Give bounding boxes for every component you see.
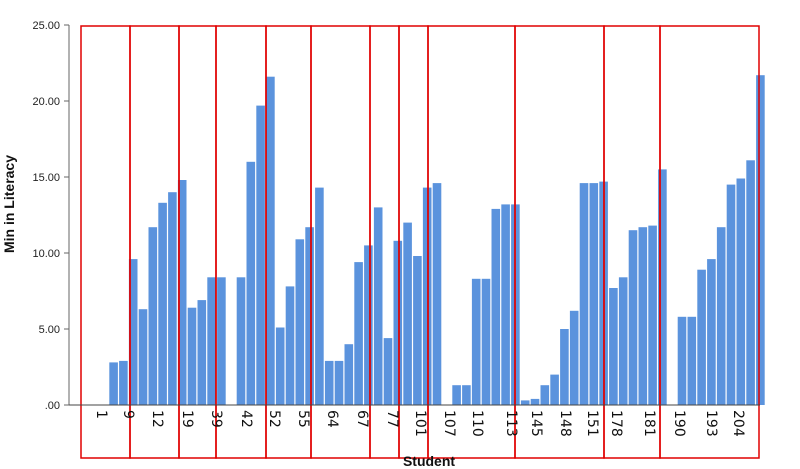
bar [334, 360, 344, 405]
bar [579, 183, 589, 405]
bar [628, 230, 638, 405]
y-axis: .00 5.00 10.00 15.00 20.00 25.00 [32, 20, 70, 412]
bar [569, 310, 579, 405]
bar [491, 208, 501, 405]
bar [697, 269, 706, 405]
bar [177, 180, 187, 405]
x-tick-label: 39 [208, 410, 224, 428]
group-boxes [80, 25, 760, 459]
x-tick-label: 193 [703, 410, 719, 437]
bar [256, 105, 265, 405]
group-box [659, 25, 760, 459]
bar [158, 202, 167, 405]
y-tick-label: 15.00 [32, 172, 60, 184]
bar [520, 400, 530, 405]
bar [315, 187, 324, 405]
bar [609, 288, 618, 405]
bar [471, 278, 481, 405]
y-axis-title: Min in Literacy [1, 155, 17, 253]
x-tick-label: 77 [384, 410, 400, 428]
bar [246, 161, 256, 405]
x-tick-label: 9 [120, 410, 136, 419]
bar [364, 245, 373, 405]
x-tick-label: 19 [179, 410, 195, 428]
bar [148, 227, 158, 405]
bar [589, 183, 599, 405]
bar [138, 309, 148, 405]
x-tick-label: 52 [266, 410, 282, 428]
y-tick-label: 10.00 [32, 248, 60, 260]
bar [422, 187, 432, 405]
y-tick-label: 5.00 [39, 324, 60, 336]
bar [687, 316, 697, 405]
bar [648, 225, 657, 405]
x-tick-label: 110 [469, 410, 485, 437]
bar [119, 360, 128, 405]
y-tick-label: 25.00 [32, 20, 60, 32]
bar [344, 344, 354, 405]
bar [462, 385, 471, 405]
x-tick-label: 148 [557, 410, 573, 437]
bar [726, 184, 736, 405]
x-tick-label: 204 [730, 410, 746, 437]
x-tick-label: 151 [584, 410, 600, 437]
bar [354, 262, 363, 405]
bar [187, 307, 197, 405]
bar [481, 278, 491, 405]
bar [501, 204, 510, 405]
bar [707, 259, 716, 405]
bar [305, 227, 314, 405]
bar [540, 385, 550, 405]
y-tick-label: 20.00 [32, 96, 60, 108]
bar [207, 277, 216, 405]
bar [452, 385, 461, 405]
bar [756, 75, 765, 405]
x-tick-label: 55 [295, 410, 311, 428]
bar [373, 207, 383, 405]
x-tick-label: 145 [528, 410, 544, 437]
bar [530, 398, 540, 405]
x-tick-label: 1 [93, 410, 109, 419]
bar [403, 222, 412, 405]
bar [413, 256, 422, 405]
bar [236, 277, 246, 405]
bar [295, 239, 305, 405]
bar [393, 240, 403, 405]
bar [677, 316, 687, 405]
x-tick-label: 64 [324, 410, 340, 428]
bar [736, 178, 746, 405]
bar [658, 169, 667, 405]
x-tick-label: 101 [412, 410, 428, 437]
bar [197, 300, 207, 405]
x-tick-label: 107 [441, 410, 457, 437]
bar [324, 360, 334, 405]
x-tick-label: 12 [149, 410, 165, 428]
x-axis-title: Student [403, 453, 455, 469]
bar [716, 227, 726, 405]
bar [618, 277, 628, 405]
bar [217, 277, 226, 405]
bar [550, 374, 559, 405]
bar [383, 338, 393, 405]
bar [109, 362, 118, 405]
bar [746, 160, 755, 405]
x-tick-label: 67 [354, 410, 370, 428]
bar [168, 192, 177, 405]
x-tick-label: 178 [608, 410, 624, 437]
x-tick-label: 42 [238, 410, 254, 428]
bar [275, 327, 285, 405]
bar [285, 286, 295, 405]
bar [638, 227, 648, 405]
bar [432, 183, 442, 405]
bar [560, 329, 569, 405]
y-tick-label: .00 [45, 400, 60, 412]
x-tick-label: 181 [641, 410, 657, 437]
bar [266, 76, 275, 405]
x-axis: 1 9 12 19 39 42 52 55 64 67 77 101 107 110 113 145 148 15… [69, 404, 760, 437]
x-tick-label: 113 [503, 410, 519, 437]
bars [109, 75, 765, 405]
bar [128, 259, 138, 405]
x-tick-label: 190 [671, 410, 687, 437]
